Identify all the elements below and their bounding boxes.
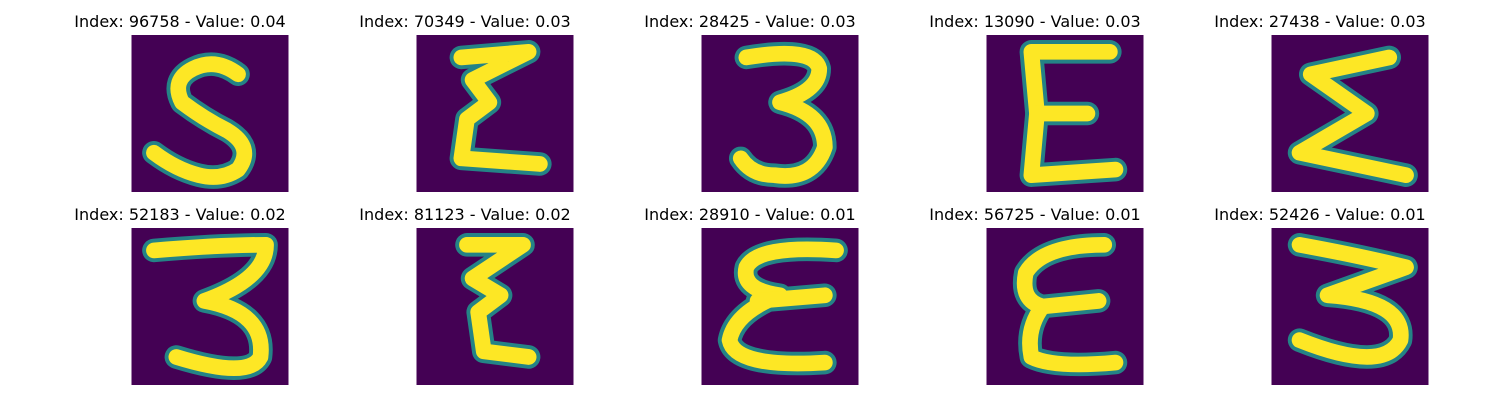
thumbnail-e: [986, 35, 1144, 192]
panel-1: Index: 96758 - Value: 0.04: [30, 0, 330, 192]
thumbnail-open-e: [416, 228, 574, 385]
panel-title: Index: 56725 - Value: 0.01: [929, 205, 1141, 224]
panel-title: Index: 28910 - Value: 0.01: [644, 205, 856, 224]
panel-3: Index: 28425 - Value: 0.03: [600, 0, 900, 192]
thumbnail-three: [1271, 228, 1429, 385]
panel-7: Index: 81123 - Value: 0.02: [315, 193, 615, 385]
thumbnail-open-e: [416, 35, 574, 192]
panel-8: Index: 28910 - Value: 0.01: [600, 193, 900, 385]
panel-title: Index: 27438 - Value: 0.03: [1214, 12, 1426, 31]
panel-title: Index: 52183 - Value: 0.02: [74, 205, 286, 224]
thumbnail-sigma: [1271, 35, 1429, 192]
panel-title: Index: 96758 - Value: 0.04: [74, 12, 286, 31]
panel-4: Index: 13090 - Value: 0.03: [885, 0, 1185, 192]
panel-title: Index: 28425 - Value: 0.03: [644, 12, 856, 31]
panel-title: Index: 81123 - Value: 0.02: [359, 205, 571, 224]
thumbnail-open-e: [701, 228, 859, 385]
thumbnail-s: [131, 35, 289, 192]
thumbnail-three: [701, 35, 859, 192]
panel-title: Index: 13090 - Value: 0.03: [929, 12, 1141, 31]
thumbnail-three: [131, 228, 289, 385]
panel-6: Index: 52183 - Value: 0.02: [30, 193, 330, 385]
panel-9: Index: 56725 - Value: 0.01: [885, 193, 1185, 385]
panel-5: Index: 27438 - Value: 0.03: [1170, 0, 1470, 192]
panel-10: Index: 52426 - Value: 0.01: [1170, 193, 1470, 385]
panel-2: Index: 70349 - Value: 0.03: [315, 0, 615, 192]
panel-title: Index: 52426 - Value: 0.01: [1214, 205, 1426, 224]
thumbnail-e: [986, 228, 1144, 385]
panel-title: Index: 70349 - Value: 0.03: [359, 12, 571, 31]
